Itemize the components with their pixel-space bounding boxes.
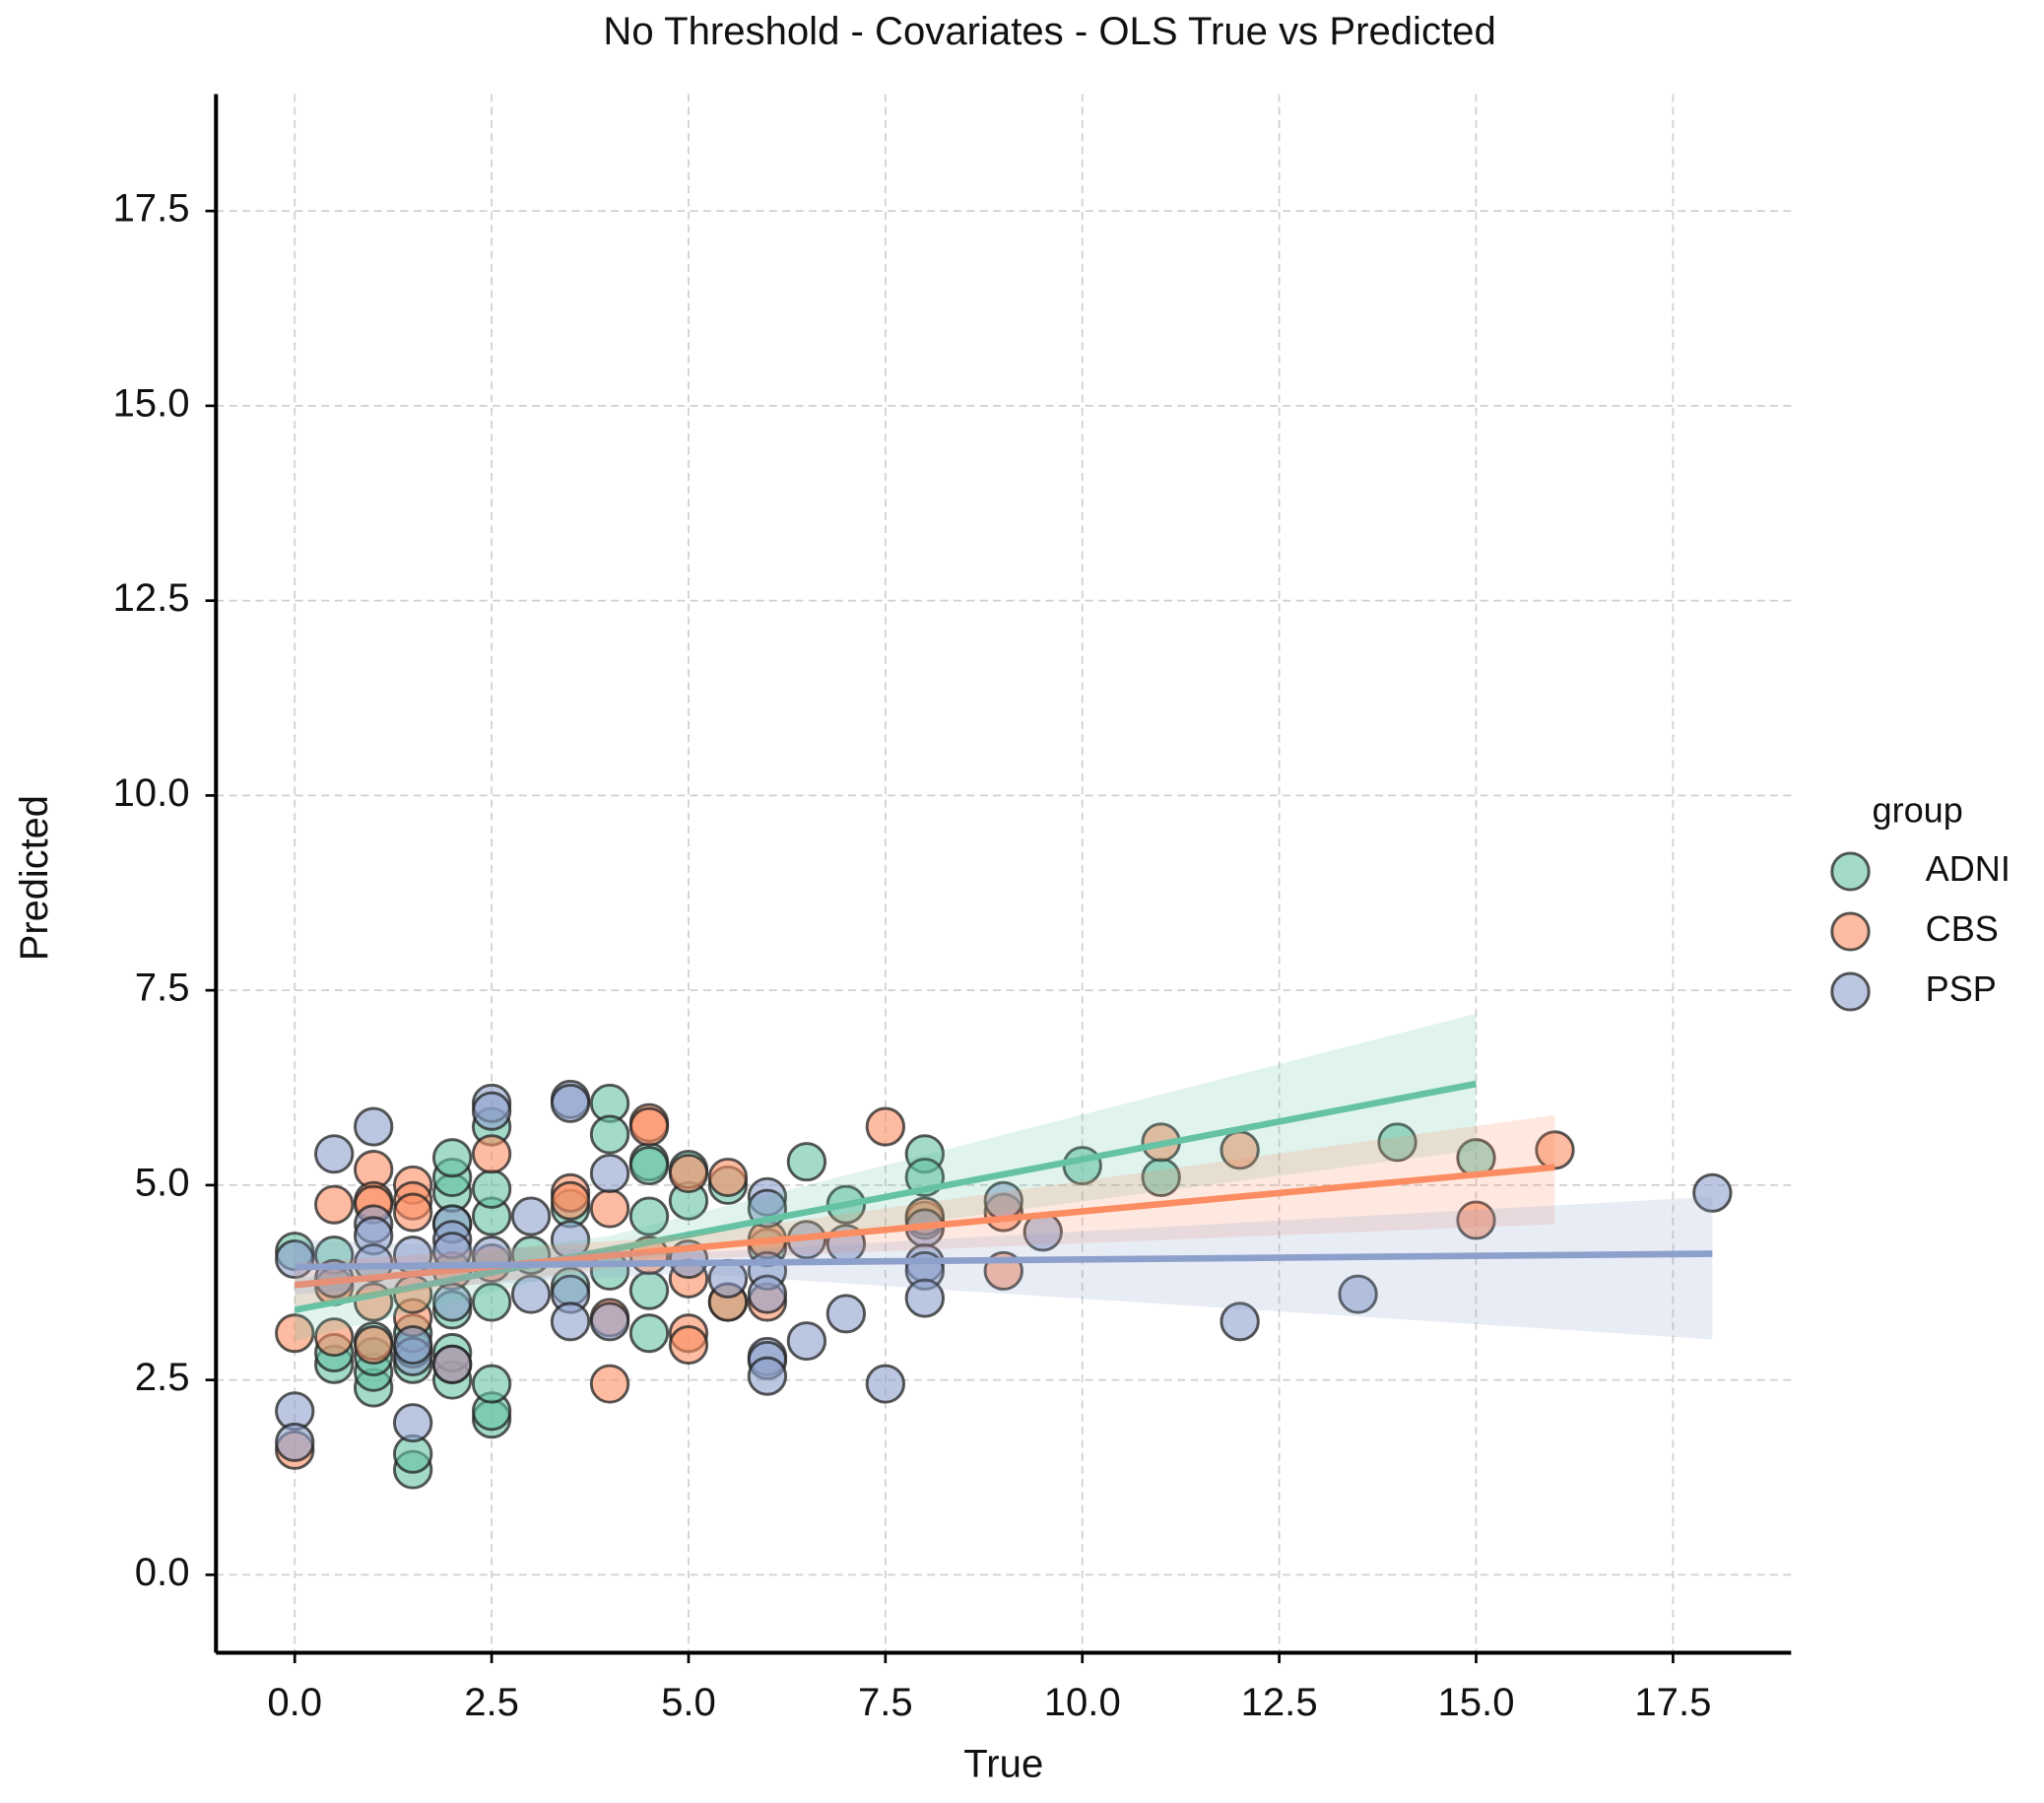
- legend-label: ADNI: [1926, 848, 2011, 889]
- data-point: [510, 1196, 552, 1236]
- y-tick-label: 17.5: [112, 187, 189, 231]
- data-point: [589, 1114, 630, 1155]
- data-point: [589, 1364, 630, 1404]
- data-point: [589, 1154, 630, 1194]
- regression-line: [294, 1164, 1555, 1289]
- x-tick-label: 5.0: [661, 1681, 716, 1724]
- data-point: [431, 1344, 473, 1384]
- legend-label: PSP: [1926, 968, 1997, 1009]
- data-point: [628, 1313, 670, 1354]
- y-tick-label: 2.5: [135, 1356, 190, 1399]
- data-point: [786, 1142, 827, 1182]
- data-point: [628, 1106, 670, 1147]
- x-tick-label: 15.0: [1437, 1681, 1514, 1724]
- x-tick-label: 17.5: [1634, 1681, 1711, 1724]
- x-tick-label: 2.5: [464, 1681, 519, 1724]
- data-point: [1220, 1302, 1260, 1342]
- data-point: [707, 1157, 749, 1198]
- legend-label: CBS: [1926, 908, 1999, 949]
- data-point: [865, 1106, 906, 1147]
- data-point: [353, 1325, 394, 1366]
- data-point: [1692, 1172, 1733, 1213]
- y-tick-label: 0.0: [135, 1551, 190, 1594]
- data-point: [865, 1364, 906, 1404]
- data-point: [747, 1356, 788, 1396]
- chart-title: No Threshold - Covariates - OLS True vs …: [603, 10, 1495, 53]
- data-point: [471, 1134, 512, 1174]
- legend-marker: [1830, 851, 1871, 892]
- data-point: [314, 1134, 355, 1174]
- data-point: [392, 1192, 433, 1233]
- regression-line: [295, 1250, 1713, 1271]
- data-point: [392, 1325, 433, 1366]
- data-point: [431, 1282, 473, 1322]
- y-axis-label: Predicted: [13, 795, 56, 961]
- x-tick-label: 7.5: [858, 1681, 913, 1724]
- data-point: [589, 1188, 630, 1229]
- data-point: [431, 1138, 473, 1178]
- legend-marker: [1830, 971, 1871, 1012]
- data-point: [550, 1180, 591, 1221]
- data-point: [825, 1294, 867, 1334]
- data-point: [628, 1146, 670, 1186]
- data-point: [904, 1278, 946, 1318]
- legend-title: group: [1873, 789, 1963, 830]
- y-tick-label: 12.5: [112, 576, 189, 620]
- regression-line: [294, 1080, 1478, 1313]
- x-axis-label: True: [963, 1743, 1043, 1786]
- data-point: [1338, 1274, 1378, 1314]
- data-point: [1456, 1200, 1496, 1240]
- y-tick-label: 5.0: [135, 1162, 190, 1205]
- y-tick-label: 10.0: [112, 771, 189, 815]
- data-point: [1377, 1122, 1418, 1163]
- data-point: [510, 1274, 552, 1314]
- data-point: [392, 1403, 433, 1443]
- data-point: [471, 1091, 512, 1131]
- data-point: [275, 1313, 315, 1354]
- data-point: [353, 1106, 394, 1147]
- data-point: [550, 1302, 591, 1342]
- legend-marker: [1830, 911, 1871, 952]
- data-point: [550, 1083, 591, 1123]
- data-point: [471, 1364, 512, 1404]
- data-point: [668, 1154, 709, 1194]
- y-tick-label: 15.0: [112, 382, 189, 426]
- x-tick-label: 0.0: [267, 1681, 322, 1724]
- x-tick-label: 12.5: [1241, 1681, 1318, 1724]
- data-point: [628, 1270, 670, 1310]
- data-point: [275, 1422, 315, 1462]
- data-point: [471, 1282, 512, 1322]
- data-point: [668, 1325, 709, 1366]
- data-point: [628, 1196, 670, 1236]
- data-point: [471, 1169, 512, 1209]
- data-point: [786, 1321, 827, 1362]
- x-tick-label: 10.0: [1044, 1681, 1121, 1724]
- confidence-band: [295, 1196, 1713, 1340]
- data-point: [747, 1274, 788, 1314]
- data-point: [314, 1317, 355, 1358]
- y-tick-label: 7.5: [135, 967, 190, 1010]
- data-point: [589, 1302, 630, 1342]
- data-point: [314, 1184, 355, 1225]
